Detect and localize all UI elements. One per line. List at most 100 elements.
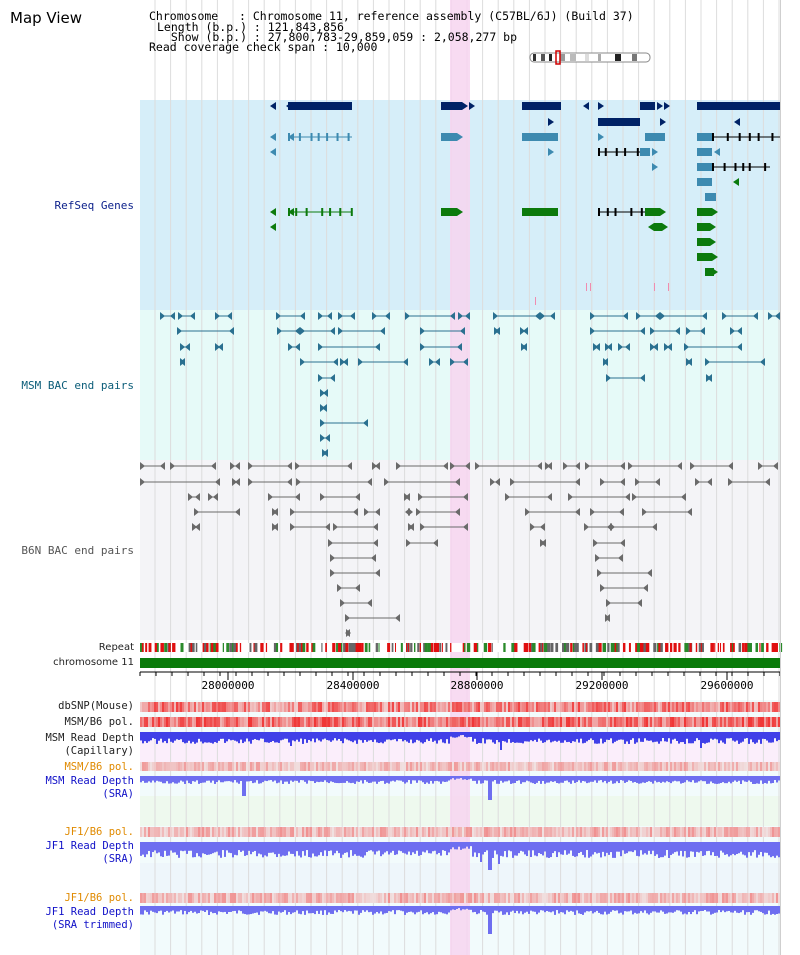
polymorphism-cell bbox=[188, 717, 190, 727]
read-depth-bar bbox=[694, 906, 696, 911]
polymorphism-cell bbox=[248, 762, 250, 771]
read-depth-bar bbox=[552, 776, 554, 782]
bac-end bbox=[619, 508, 624, 516]
gene-strand-arrow bbox=[457, 208, 463, 216]
read-depth-bar bbox=[290, 732, 292, 746]
polymorphism-cell bbox=[590, 893, 592, 903]
polymorphism-cell bbox=[392, 762, 394, 771]
bac-end bbox=[765, 478, 770, 486]
read-depth-bar bbox=[514, 776, 516, 783]
track-label-msm-bac[interactable]: MSM BAC end pairs bbox=[21, 379, 134, 392]
read-depth-bar bbox=[190, 842, 192, 851]
polymorphism-cell bbox=[730, 762, 732, 771]
read-depth-bar bbox=[176, 732, 178, 740]
read-depth-bar bbox=[218, 842, 220, 856]
gene-exon bbox=[697, 238, 710, 246]
polymorphism-cell bbox=[372, 827, 374, 837]
polymorphism-cell bbox=[240, 717, 242, 727]
read-depth-bar bbox=[440, 732, 442, 740]
read-depth-bar bbox=[738, 842, 740, 854]
read-depth-bar bbox=[144, 732, 146, 742]
read-depth-bar bbox=[444, 776, 446, 782]
polymorphism-cell bbox=[576, 762, 578, 771]
polymorphism-cell bbox=[434, 827, 436, 837]
read-depth-bar bbox=[266, 842, 268, 857]
polymorphism-cell bbox=[382, 702, 384, 712]
read-depth-bar bbox=[572, 906, 574, 912]
polymorphism-cell bbox=[366, 717, 368, 727]
polymorphism-cell bbox=[504, 702, 506, 712]
read-depth-bar bbox=[506, 906, 508, 913]
polymorphism-cell bbox=[316, 827, 318, 837]
read-depth-bar bbox=[542, 776, 544, 781]
bac-end bbox=[590, 508, 595, 516]
polymorphism-cell bbox=[242, 702, 244, 712]
polymorphism-cell bbox=[270, 717, 272, 727]
read-depth-bar bbox=[166, 776, 168, 782]
read-depth-bar bbox=[186, 776, 188, 781]
polymorphism-cell bbox=[282, 893, 284, 903]
read-depth-bar bbox=[202, 776, 204, 783]
polymorphism-cell bbox=[724, 762, 726, 771]
polymorphism-cell bbox=[696, 893, 698, 903]
polymorphism-cell bbox=[702, 893, 704, 903]
read-depth-bar bbox=[200, 906, 202, 911]
read-depth-bar bbox=[384, 776, 386, 784]
polymorphism-cell bbox=[288, 717, 290, 727]
read-depth-bar bbox=[482, 906, 484, 912]
polymorphism-cell bbox=[748, 717, 750, 727]
polymorphism-cell bbox=[610, 717, 612, 727]
read-depth-bar bbox=[448, 732, 450, 744]
polymorphism-cell bbox=[718, 702, 720, 712]
polymorphism-cell bbox=[664, 717, 666, 727]
polymorphism-cell bbox=[194, 717, 196, 727]
polymorphism-cell bbox=[358, 893, 360, 903]
polymorphism-cell bbox=[694, 893, 696, 903]
polymorphism-cell bbox=[408, 702, 410, 712]
read-depth-bar bbox=[606, 732, 608, 740]
track-label-b6n-bac[interactable]: B6N BAC end pairs bbox=[21, 544, 134, 557]
read-depth-bar bbox=[740, 732, 742, 743]
polymorphism-cell bbox=[186, 762, 188, 771]
read-depth-bar bbox=[294, 776, 296, 781]
read-depth-bar bbox=[150, 842, 152, 858]
polymorphism-cell bbox=[744, 702, 746, 712]
read-depth-bar bbox=[438, 776, 440, 782]
read-depth-bar bbox=[738, 906, 740, 914]
read-depth-bar bbox=[502, 842, 504, 857]
read-depth-bar bbox=[292, 732, 294, 741]
polymorphism-cell bbox=[462, 702, 464, 712]
polymorphism-cell bbox=[528, 702, 530, 712]
polymorphism-cell bbox=[500, 702, 502, 712]
read-depth-bar bbox=[294, 906, 296, 913]
gene-strand-arrow bbox=[288, 208, 294, 216]
ideogram-band bbox=[541, 54, 545, 61]
read-depth-bar bbox=[500, 906, 502, 912]
chromosome-info: Chromosome : Chromosome 11, reference as… bbox=[149, 9, 634, 23]
polymorphism-cell bbox=[358, 827, 360, 837]
bac-end bbox=[248, 462, 253, 470]
read-depth-bar bbox=[628, 842, 630, 852]
read-depth-bar bbox=[328, 732, 330, 741]
polymorphism-cell bbox=[696, 827, 698, 837]
polymorphism-cell bbox=[704, 762, 706, 771]
read-depth-bar bbox=[554, 842, 556, 852]
read-depth-bar bbox=[670, 906, 672, 913]
polymorphism-cell bbox=[298, 762, 300, 771]
gene-exon bbox=[640, 208, 643, 216]
polymorphism-cell bbox=[458, 893, 460, 903]
polymorphism-cell bbox=[480, 702, 482, 712]
read-depth-bar bbox=[602, 776, 604, 783]
repeat-element bbox=[602, 643, 607, 652]
read-depth-bar bbox=[726, 842, 728, 855]
read-depth-bar bbox=[558, 842, 560, 853]
read-depth-bar bbox=[172, 906, 174, 911]
read-depth-bar bbox=[492, 732, 494, 743]
read-depth-bar bbox=[368, 732, 370, 741]
track-label-refseq[interactable]: RefSeq Genes bbox=[54, 199, 134, 212]
read-depth-bar bbox=[630, 906, 632, 911]
gene-strand-arrow bbox=[270, 208, 276, 216]
read-depth-bar bbox=[570, 732, 572, 744]
read-depth-bar bbox=[604, 842, 606, 857]
